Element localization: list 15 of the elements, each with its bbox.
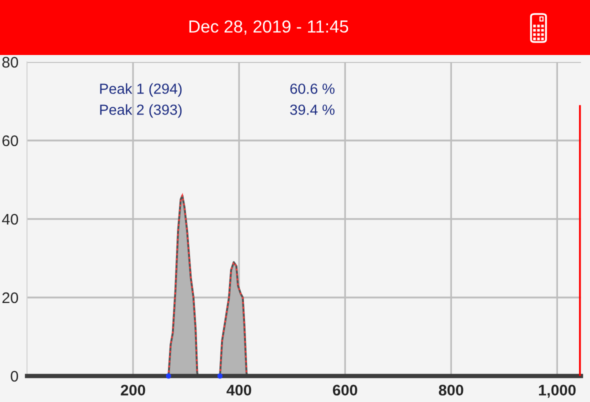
x-tick-label: 400: [226, 384, 252, 396]
annotation: 39.4 %: [290, 104, 334, 115]
x-tick-label: 1,000: [538, 384, 576, 398]
annotation: 60.6 %: [290, 84, 334, 94]
x-tick-label: 800: [438, 384, 464, 396]
y-tick-label: 40: [2, 214, 18, 225]
x-tick-label: 600: [332, 384, 358, 396]
y-tick-label: 60: [2, 135, 18, 146]
y-tick-label: 0: [10, 370, 18, 382]
annotation: Peak 1 (294): [100, 83, 182, 97]
chart-title: Dec 28, 2019 - 11:45: [189, 20, 348, 35]
annotation: Peak 2 (393): [100, 104, 182, 118]
y-tick-label: 20: [2, 292, 18, 304]
x-tick-label: 200: [120, 384, 146, 396]
y-tick-label: 80: [2, 56, 18, 68]
